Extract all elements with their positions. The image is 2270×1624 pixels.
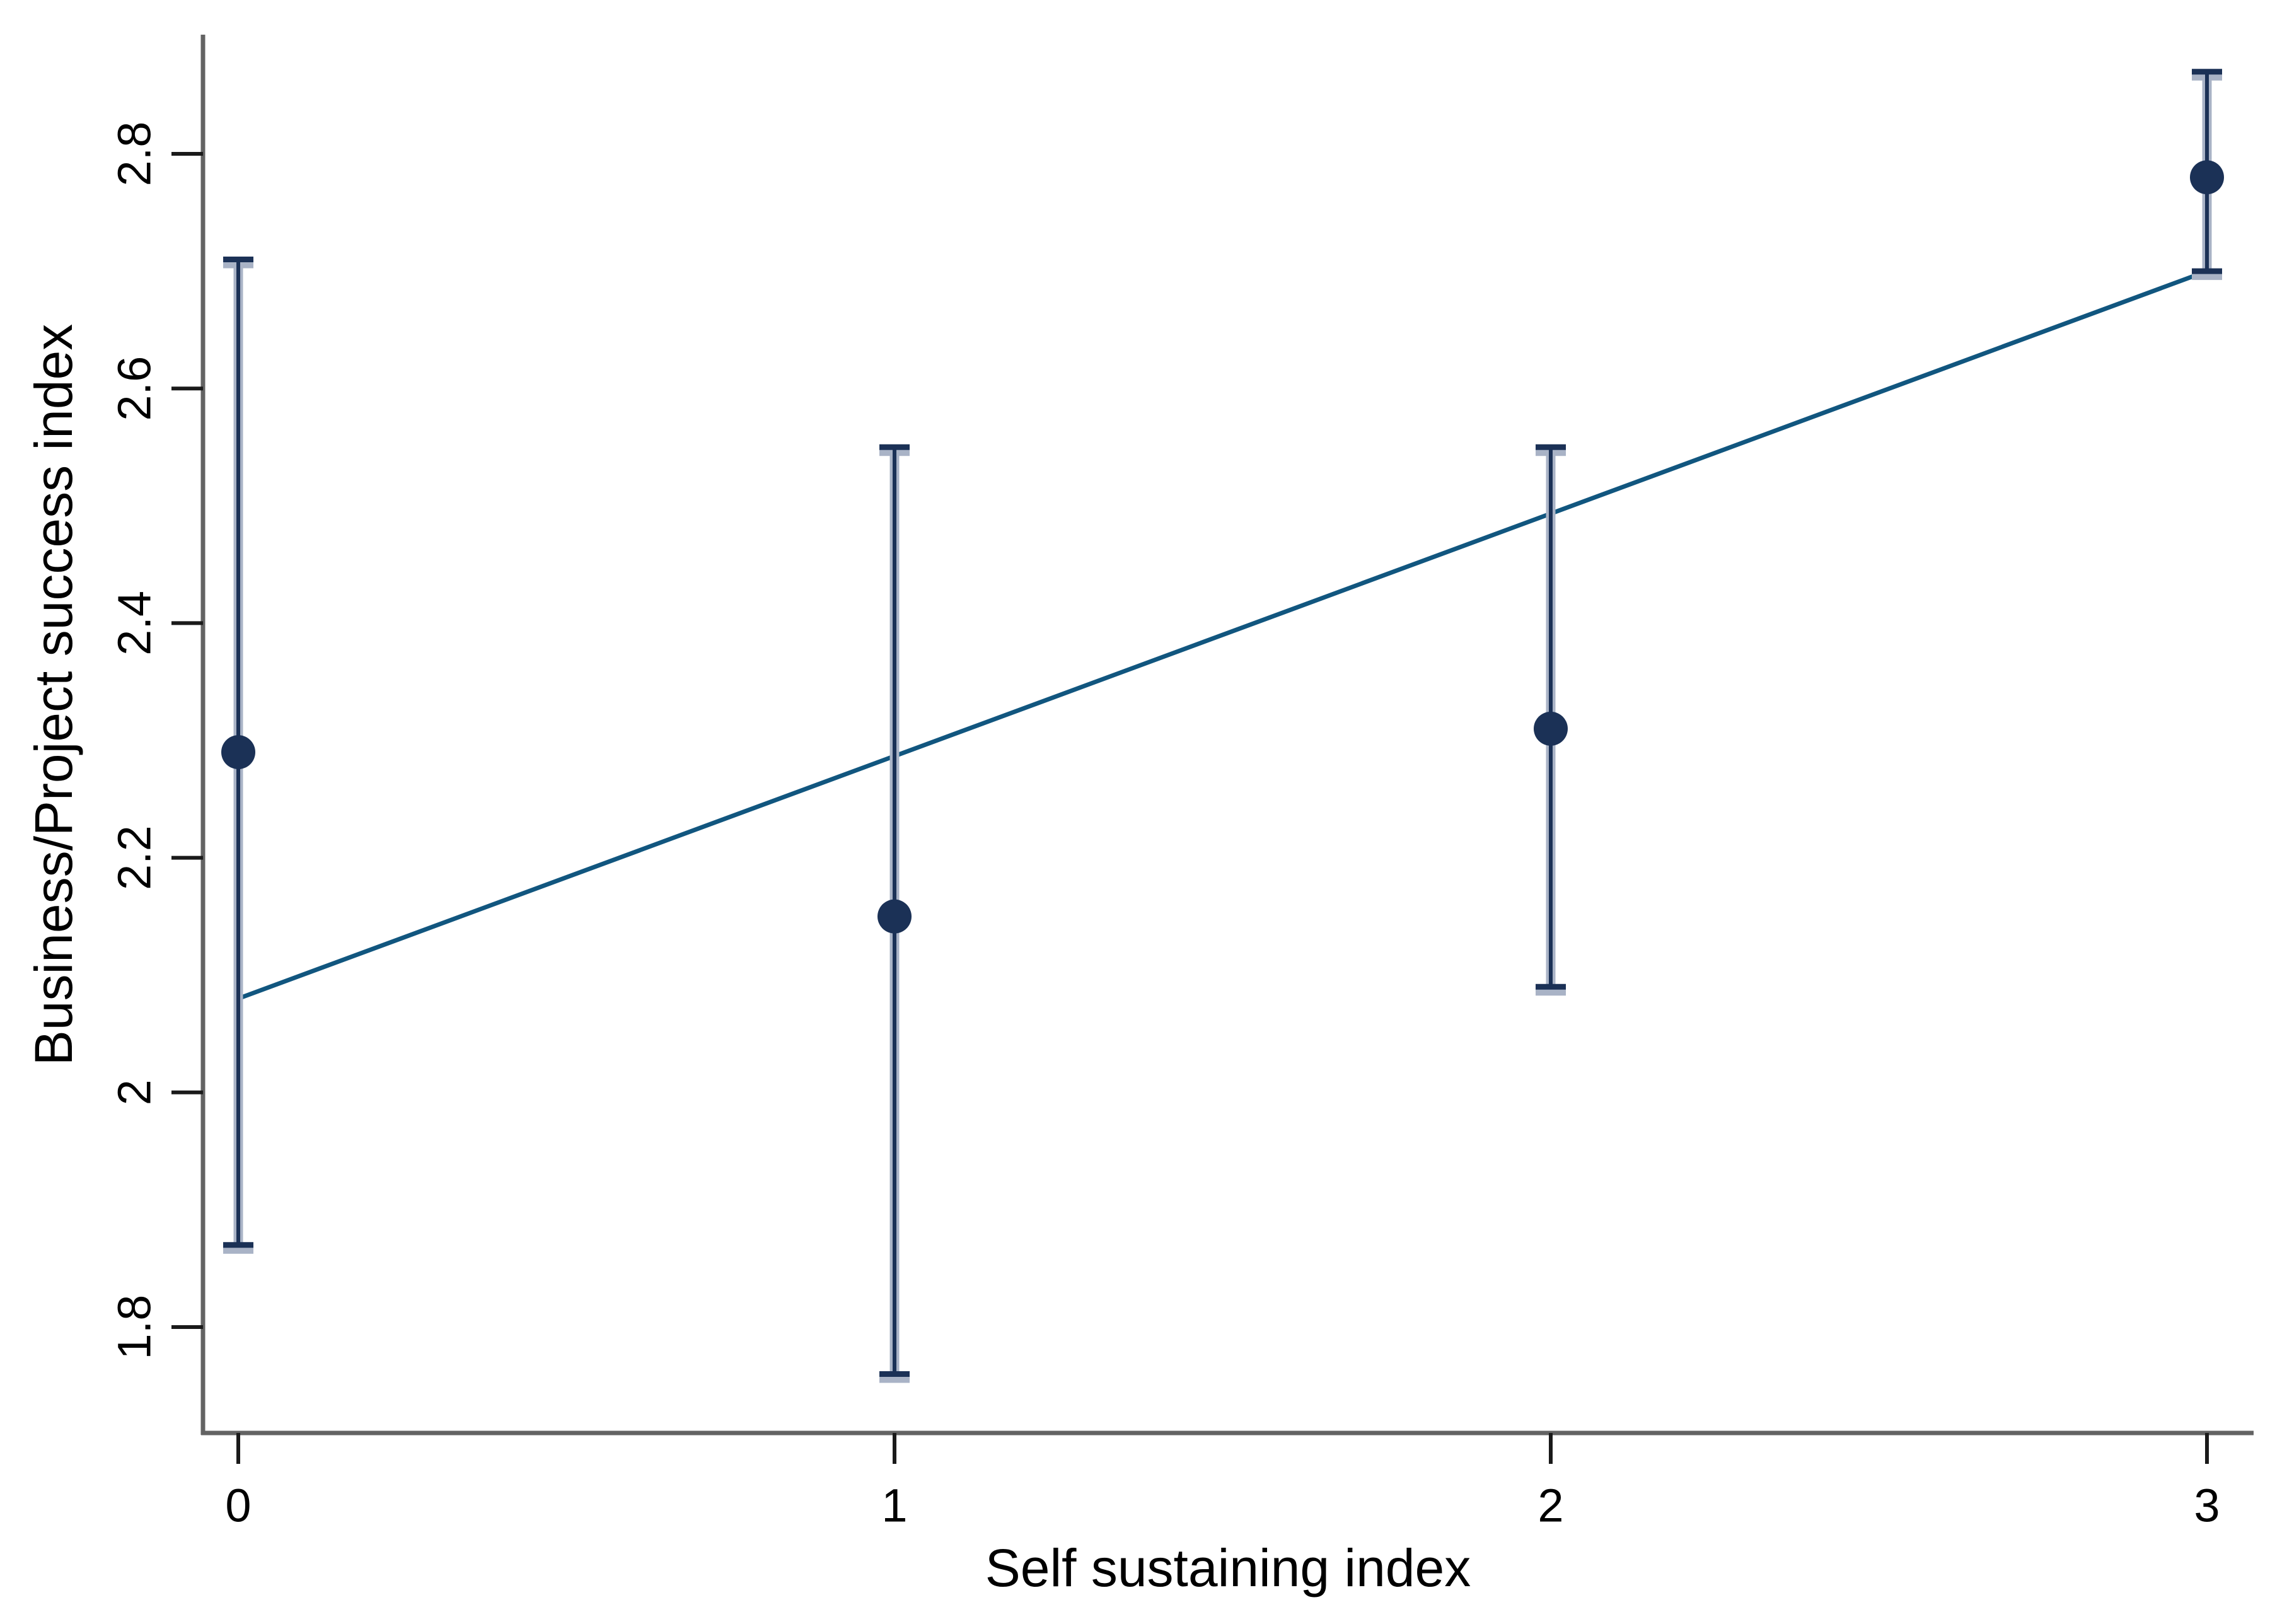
- x-tick-labels-group: 0 1 2 3: [225, 1480, 2220, 1532]
- mean-marker: [2190, 160, 2224, 195]
- y-tick-label: 2: [108, 1079, 161, 1105]
- y-axis-title: Business/Project success index: [24, 324, 83, 1066]
- y-tick-labels-group: 1.8 2 2.2 2.4 2.6 2.8: [108, 122, 161, 1360]
- markers-group: [221, 160, 2224, 934]
- x-tick-label: 1: [881, 1480, 907, 1532]
- y-tick-label: 2.2: [108, 825, 161, 890]
- x-axis-title: Self sustaining index: [985, 1538, 1471, 1598]
- x-tick-label: 3: [2194, 1480, 2220, 1532]
- x-tick-label: 0: [225, 1480, 251, 1532]
- y-tick-label: 2.6: [108, 356, 161, 421]
- error-bars-group: [223, 69, 2222, 1383]
- y-tick-label: 1.8: [108, 1295, 161, 1360]
- y-tick-label: 2.4: [108, 591, 161, 656]
- mean-marker: [221, 735, 255, 770]
- mean-marker: [1534, 711, 1568, 746]
- y-tick-label: 2.8: [108, 122, 161, 187]
- mean-marker: [877, 899, 912, 934]
- fit-line-group: [237, 269, 2208, 1001]
- y-ticks-group: [171, 152, 203, 1329]
- x-tick-label: 2: [1537, 1480, 1563, 1532]
- linear-fit-line: [237, 269, 2208, 1001]
- x-ticks-group: [236, 1433, 2209, 1464]
